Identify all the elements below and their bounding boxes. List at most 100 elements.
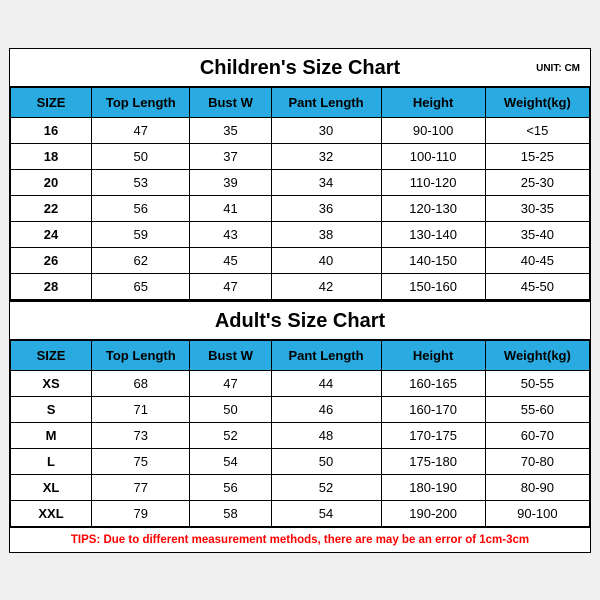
table-cell: 22 [11, 195, 92, 221]
table-cell: 30-35 [485, 195, 589, 221]
column-header: Height [381, 87, 485, 117]
table-cell: 60-70 [485, 422, 589, 448]
table-cell: 44 [271, 370, 381, 396]
column-header: Weight(kg) [485, 87, 589, 117]
table-cell: 16 [11, 117, 92, 143]
table-row: 26624540140-15040-45 [11, 247, 590, 273]
table-cell: 32 [271, 143, 381, 169]
table-cell: 80-90 [485, 474, 589, 500]
table-row: 28654742150-16045-50 [11, 273, 590, 299]
unit-label: UNIT: CM [536, 63, 580, 74]
table-cell: 45 [190, 247, 271, 273]
table-row: 22564136120-13030-35 [11, 195, 590, 221]
table-cell: 36 [271, 195, 381, 221]
column-header: Pant Length [271, 87, 381, 117]
table-cell: 75 [92, 448, 190, 474]
table-cell: 52 [190, 422, 271, 448]
table-cell: 50 [190, 396, 271, 422]
children-title-row: Children's Size Chart UNIT: CM [10, 49, 590, 87]
table-cell: 68 [92, 370, 190, 396]
table-row: M735248170-17560-70 [11, 422, 590, 448]
table-cell: 110-120 [381, 169, 485, 195]
table-row: 20533934110-12025-30 [11, 169, 590, 195]
adult-title: Adult's Size Chart [215, 310, 385, 332]
table-cell: 71 [92, 396, 190, 422]
table-cell: 43 [190, 221, 271, 247]
table-cell: 40 [271, 247, 381, 273]
adult-header-row: SIZETop LengthBust WPant LengthHeightWei… [11, 340, 590, 370]
table-cell: 35 [190, 117, 271, 143]
table-cell: 59 [92, 221, 190, 247]
table-cell: 160-165 [381, 370, 485, 396]
table-cell: 18 [11, 143, 92, 169]
children-table: SIZETop LengthBust WPant LengthHeightWei… [10, 87, 590, 300]
table-cell: 24 [11, 221, 92, 247]
table-cell: 47 [190, 370, 271, 396]
table-cell: 120-130 [381, 195, 485, 221]
adult-table: SIZETop LengthBust WPant LengthHeightWei… [10, 340, 590, 527]
table-cell: M [11, 422, 92, 448]
table-cell: 180-190 [381, 474, 485, 500]
table-row: XXL795854190-20090-100 [11, 500, 590, 526]
table-cell: 47 [92, 117, 190, 143]
table-cell: 48 [271, 422, 381, 448]
children-header-row: SIZETop LengthBust WPant LengthHeightWei… [11, 87, 590, 117]
size-chart-container: Children's Size Chart UNIT: CM SIZETop L… [9, 48, 591, 553]
table-cell: 41 [190, 195, 271, 221]
table-cell: S [11, 396, 92, 422]
table-cell: 56 [190, 474, 271, 500]
table-cell: 50-55 [485, 370, 589, 396]
table-cell: 34 [271, 169, 381, 195]
table-cell: 79 [92, 500, 190, 526]
table-cell: 38 [271, 221, 381, 247]
table-cell: 62 [92, 247, 190, 273]
children-title: Children's Size Chart [200, 57, 400, 79]
table-cell: 160-170 [381, 396, 485, 422]
table-cell: 42 [271, 273, 381, 299]
table-cell: XXL [11, 500, 92, 526]
table-cell: 58 [190, 500, 271, 526]
table-cell: L [11, 448, 92, 474]
column-header: SIZE [11, 340, 92, 370]
column-header: Bust W [190, 87, 271, 117]
table-row: XL775652180-19080-90 [11, 474, 590, 500]
table-cell: 15-25 [485, 143, 589, 169]
column-header: Top Length [92, 87, 190, 117]
table-cell: 50 [92, 143, 190, 169]
table-row: 24594338130-14035-40 [11, 221, 590, 247]
table-cell: 20 [11, 169, 92, 195]
table-cell: XL [11, 474, 92, 500]
table-cell: 53 [92, 169, 190, 195]
table-cell: 54 [271, 500, 381, 526]
table-cell: 50 [271, 448, 381, 474]
tips-text: TIPS: Due to different measurement metho… [10, 527, 590, 552]
table-row: 18503732100-11015-25 [11, 143, 590, 169]
table-cell: <15 [485, 117, 589, 143]
table-cell: 56 [92, 195, 190, 221]
table-cell: 130-140 [381, 221, 485, 247]
table-cell: 65 [92, 273, 190, 299]
table-cell: 28 [11, 273, 92, 299]
table-cell: 46 [271, 396, 381, 422]
table-cell: 39 [190, 169, 271, 195]
table-cell: 73 [92, 422, 190, 448]
table-cell: 175-180 [381, 448, 485, 474]
adult-title-row: Adult's Size Chart [10, 300, 590, 340]
table-row: XS684744160-16550-55 [11, 370, 590, 396]
column-header: Pant Length [271, 340, 381, 370]
table-cell: 52 [271, 474, 381, 500]
column-header: Weight(kg) [485, 340, 589, 370]
table-cell: 190-200 [381, 500, 485, 526]
table-cell: 90-100 [485, 500, 589, 526]
column-header: Top Length [92, 340, 190, 370]
table-cell: 40-45 [485, 247, 589, 273]
table-cell: 54 [190, 448, 271, 474]
table-cell: 45-50 [485, 273, 589, 299]
table-cell: 90-100 [381, 117, 485, 143]
table-row: S715046160-17055-60 [11, 396, 590, 422]
table-cell: 150-160 [381, 273, 485, 299]
table-cell: 47 [190, 273, 271, 299]
table-cell: 70-80 [485, 448, 589, 474]
column-header: Height [381, 340, 485, 370]
table-cell: 55-60 [485, 396, 589, 422]
